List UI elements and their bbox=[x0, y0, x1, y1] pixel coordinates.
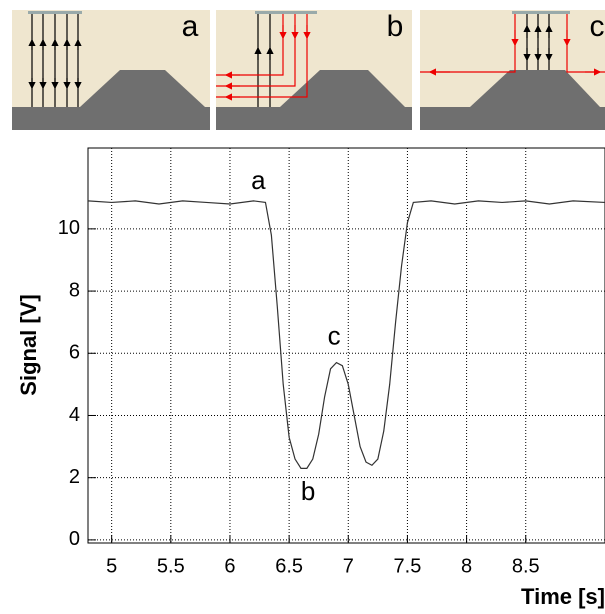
y-tick-label: 10 bbox=[58, 217, 80, 239]
plot-area bbox=[87, 147, 605, 544]
x-tick-label: 6.5 bbox=[275, 555, 303, 577]
y-axis-label: Signal [V] bbox=[16, 294, 41, 395]
panel-c: c bbox=[420, 10, 605, 130]
panel-label: a bbox=[182, 10, 199, 43]
annotation: b bbox=[301, 476, 315, 506]
y-tick-label: 8 bbox=[69, 279, 80, 301]
y-tick-label: 4 bbox=[69, 404, 80, 426]
annotation: c bbox=[328, 321, 341, 351]
x-tick-label: 5.5 bbox=[157, 555, 185, 577]
panel-label: c bbox=[590, 10, 605, 43]
signal-line bbox=[87, 200, 605, 469]
y-tick-label: 0 bbox=[69, 528, 80, 550]
x-tick-label: 8 bbox=[461, 555, 472, 577]
x-tick-label: 7 bbox=[343, 555, 354, 577]
x-axis-label: Time [s] bbox=[521, 584, 605, 609]
y-tick-label: 6 bbox=[69, 342, 80, 364]
x-tick-label: 7.5 bbox=[394, 555, 422, 577]
plot: 0 2 4 6 8 10 5 5.5 6 6.5 7 7.5 8 8.5 a b c bbox=[58, 147, 605, 577]
x-tick-label: 6 bbox=[224, 555, 235, 577]
annotation: a bbox=[251, 165, 266, 195]
panel-label: b bbox=[387, 10, 404, 43]
x-tick-label: 8.5 bbox=[512, 555, 540, 577]
panel-b: b bbox=[216, 10, 412, 130]
panel-a: a bbox=[12, 10, 210, 130]
x-tick-label: 5 bbox=[106, 555, 117, 577]
y-tick-label: 2 bbox=[69, 466, 80, 488]
